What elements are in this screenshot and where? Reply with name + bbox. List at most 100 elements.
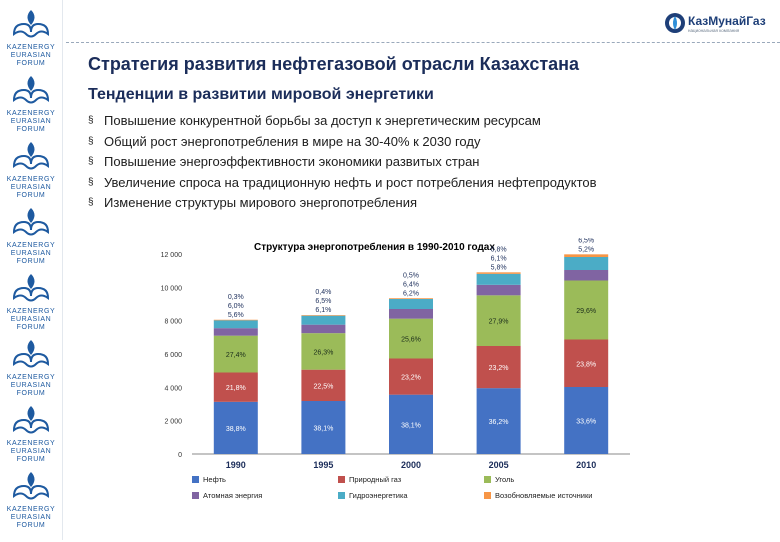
y-tick-label: 12 000: [161, 252, 183, 259]
bar-segment: [301, 333, 346, 370]
x-tick-label: 2005: [489, 460, 509, 470]
bullet-item: § Увеличение спроса на традиционную нефть…: [88, 173, 597, 194]
bullet-text: Повышение конкурентной борьбы за доступ …: [104, 113, 541, 128]
kazenergy-brand-block: KAZENERGY EURASIAN FORUM: [4, 8, 58, 80]
data-label: 0,3%: [228, 294, 244, 301]
kazenergy-brand-block: KAZENERGY EURASIAN FORUM: [4, 272, 58, 344]
bar-segment: [564, 387, 609, 454]
x-tick-label: 2010: [576, 460, 596, 470]
legend-label: Гидроэнергетика: [349, 491, 408, 500]
sidebar-brand-strip: KAZENERGY EURASIAN FORUM KAZENERGY EURASIAN F…: [0, 0, 63, 540]
brand-line: KAZENERGY: [6, 242, 56, 249]
bullet-text: Увеличение спроса на традиционную нефть …: [104, 174, 597, 190]
bar-segment: [476, 388, 521, 454]
x-tick-label: 2000: [401, 460, 421, 470]
bullet-text: Повышение энергоэффективности экономики …: [104, 154, 480, 169]
brand-line: FORUM: [16, 192, 46, 199]
legend-swatch: [192, 492, 199, 499]
data-label: 5,6%: [228, 312, 244, 319]
legend-swatch: [484, 476, 491, 483]
bar-segment: [213, 320, 258, 329]
data-label: 22,5%: [313, 383, 333, 390]
bar-segment: [301, 369, 346, 401]
energy-structure-chart: Структура энергопотребления в 1990-2010 …: [161, 238, 630, 500]
data-label: 25,6%: [401, 337, 421, 344]
bar-segment: [301, 324, 346, 334]
data-label: 23,2%: [401, 375, 421, 382]
brand-line: KAZENERGY: [6, 110, 56, 117]
bar-segment: [213, 319, 258, 321]
kazenergy-emblem-icon: [12, 472, 50, 500]
bar-segment: [564, 280, 609, 340]
y-tick-label: 10 000: [161, 285, 183, 292]
bar-segment: [476, 295, 521, 346]
data-label: 21,8%: [226, 385, 246, 392]
kazenergy-brand-text: KAZENERGY EURASIAN FORUM: [4, 110, 58, 134]
y-tick-label: 4 000: [164, 385, 182, 392]
bullet-item: § Изменение структуры мирового энергопотр…: [88, 193, 597, 214]
legend-label: Атомная энергия: [203, 491, 262, 500]
bar-segment: [389, 299, 433, 309]
bullet-text: Общий рост энергопотребления в мире на 3…: [104, 133, 481, 149]
bar-segment: [564, 270, 609, 281]
bar-segment: [476, 346, 521, 389]
section-subtitle: Тенденции в развитии мировой энергетики: [88, 86, 434, 103]
kazenergy-emblem-icon: [12, 208, 50, 236]
bar-segment: [213, 372, 258, 402]
kazenergy-brand-text: KAZENERGY EURASIAN FORUM: [4, 506, 58, 530]
bar-segment: [476, 272, 521, 274]
header-divider: [66, 42, 780, 43]
brand-line: EURASIAN: [10, 250, 52, 257]
bullet-list: § Повышение конкурентной борьбы за доступ…: [88, 111, 597, 214]
kazenergy-brand-text: KAZENERGY EURASIAN FORUM: [4, 374, 58, 398]
bar-segment: [301, 315, 346, 316]
bullet-text: Изменение структуры мирового энергопотре…: [104, 195, 417, 210]
data-label: 0,5%: [403, 272, 419, 279]
kazenergy-brand-text: KAZENERGY EURASIAN FORUM: [4, 176, 58, 200]
kazenergy-brand-block: KAZENERGY EURASIAN FORUM: [4, 140, 58, 212]
kazenergy-brand-text: KAZENERGY EURASIAN FORUM: [4, 44, 58, 68]
data-label: 27,9%: [489, 319, 509, 326]
bullet-marker: §: [88, 197, 94, 208]
kazenergy-brand-block: KAZENERGY EURASIAN FORUM: [4, 206, 58, 278]
kazenergy-emblem-icon: [12, 10, 50, 38]
brand-line: FORUM: [16, 324, 46, 331]
brand-line: EURASIAN: [10, 382, 52, 389]
y-tick-label: 6 000: [164, 352, 182, 359]
bullet-item: § Повышение энергоэффективности экономики…: [88, 152, 597, 173]
data-label: 36,2%: [489, 419, 509, 426]
kazenergy-brand-block: KAZENERGY EURASIAN FORUM: [4, 74, 58, 146]
legend-label: Уголь: [495, 475, 514, 484]
bar-segment: [564, 257, 609, 270]
data-label: 6,1%: [315, 307, 331, 314]
bar-segment: [476, 284, 521, 296]
brand-line: KAZENERGY: [6, 44, 56, 51]
bar-segment: [389, 309, 433, 319]
bullet-item: § Общий рост энергопотребления в мире на …: [88, 132, 597, 153]
chart-title: Структура энергопотребления в 1990-2010 …: [254, 241, 495, 253]
brand-line: KAZENERGY: [6, 440, 56, 447]
kazenergy-emblem-icon: [12, 274, 50, 302]
x-tick-label: 1990: [226, 460, 246, 470]
kazenergy-brand-block: KAZENERGY EURASIAN FORUM: [4, 404, 58, 476]
data-label: 6,1%: [491, 255, 507, 262]
bar-segment: [476, 273, 521, 285]
data-label: 5,8%: [491, 264, 507, 271]
bullet-marker: §: [88, 176, 94, 188]
kazenergy-emblem-icon: [12, 406, 50, 434]
page-title: Стратегия развития нефтегазовой отрасли …: [88, 54, 580, 74]
logo-subtitle: национальная компания: [688, 28, 740, 33]
data-label: 33,6%: [576, 419, 596, 426]
company-logo: КазМунайГаз национальная компания: [662, 8, 774, 38]
bar-segment: [301, 401, 346, 454]
bullet-marker: §: [88, 135, 94, 147]
bar-segment: [389, 298, 433, 299]
bar-segment: [213, 328, 258, 336]
data-label: 29,6%: [576, 308, 596, 315]
data-label: 23,2%: [489, 365, 509, 372]
bar-segment: [389, 358, 433, 395]
kazenergy-brand-block: KAZENERGY EURASIAN FORUM: [4, 338, 58, 410]
kmg-logo-icon: [665, 13, 685, 33]
logo-name: КазМунайГаз: [688, 14, 766, 28]
brand-line: EURASIAN: [10, 448, 52, 455]
